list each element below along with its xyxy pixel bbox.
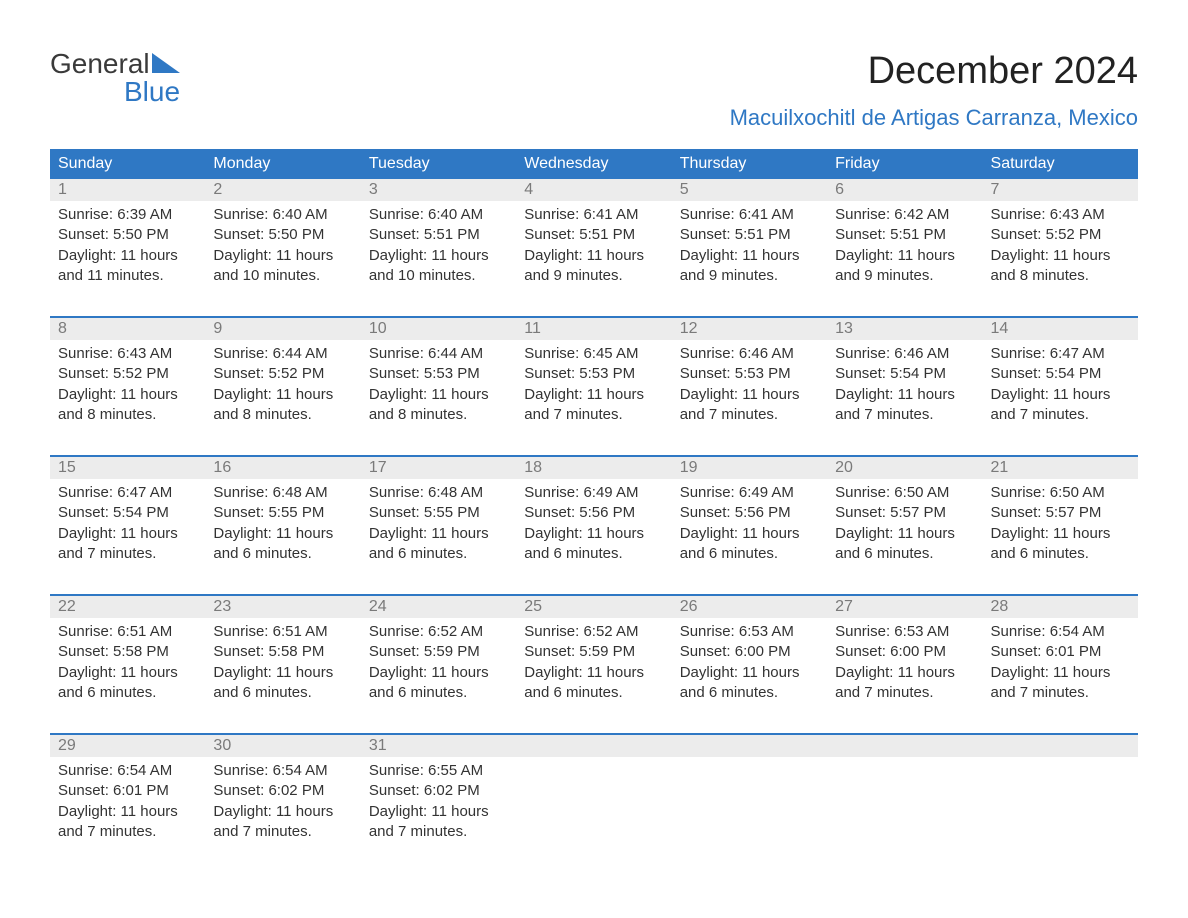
day-detail-cell — [516, 757, 671, 872]
day-number-cell: 3 — [361, 179, 516, 201]
day-detail-cell: Sunrise: 6:39 AMSunset: 5:50 PMDaylight:… — [50, 201, 205, 317]
day-detail-cell: Sunrise: 6:53 AMSunset: 6:00 PMDaylight:… — [827, 618, 982, 734]
day-number-row: 1234567 — [50, 179, 1138, 201]
day-number-row: 22232425262728 — [50, 596, 1138, 618]
day-number-cell: 15 — [50, 457, 205, 479]
day-number-cell: 18 — [516, 457, 671, 479]
day-detail-cell — [827, 757, 982, 872]
day-number-cell: 12 — [672, 318, 827, 340]
day-detail-cell: Sunrise: 6:49 AMSunset: 5:56 PMDaylight:… — [516, 479, 671, 595]
day-number-row: 293031 — [50, 735, 1138, 757]
day-detail-cell: Sunrise: 6:47 AMSunset: 5:54 PMDaylight:… — [50, 479, 205, 595]
day-detail-cell: Sunrise: 6:48 AMSunset: 5:55 PMDaylight:… — [361, 479, 516, 595]
day-detail-cell: Sunrise: 6:43 AMSunset: 5:52 PMDaylight:… — [983, 201, 1138, 317]
day-detail-cell: Sunrise: 6:51 AMSunset: 5:58 PMDaylight:… — [205, 618, 360, 734]
logo-word-general: General — [50, 50, 150, 78]
day-detail-row: Sunrise: 6:51 AMSunset: 5:58 PMDaylight:… — [50, 618, 1138, 734]
location-subtitle: Macuilxochitl de Artigas Carranza, Mexic… — [730, 105, 1138, 131]
logo: General Blue — [50, 50, 180, 106]
header: General Blue December 2024 Macuilxochitl… — [50, 50, 1138, 131]
day-number-cell: 6 — [827, 179, 982, 201]
day-number-cell — [827, 735, 982, 757]
col-wednesday: Wednesday — [516, 149, 671, 179]
day-detail-cell: Sunrise: 6:48 AMSunset: 5:55 PMDaylight:… — [205, 479, 360, 595]
page-title: December 2024 — [730, 50, 1138, 93]
day-number-row: 15161718192021 — [50, 457, 1138, 479]
calendar-table: Sunday Monday Tuesday Wednesday Thursday… — [50, 149, 1138, 872]
day-number-cell — [672, 735, 827, 757]
logo-top-row: General — [50, 50, 180, 78]
logo-triangle-icon — [152, 50, 180, 78]
day-detail-cell: Sunrise: 6:54 AMSunset: 6:01 PMDaylight:… — [983, 618, 1138, 734]
day-number-cell: 21 — [983, 457, 1138, 479]
calendar-body: 1234567Sunrise: 6:39 AMSunset: 5:50 PMDa… — [50, 179, 1138, 872]
day-number-cell: 19 — [672, 457, 827, 479]
day-number-cell: 1 — [50, 179, 205, 201]
col-monday: Monday — [205, 149, 360, 179]
logo-word-blue: Blue — [124, 78, 180, 106]
day-detail-row: Sunrise: 6:47 AMSunset: 5:54 PMDaylight:… — [50, 479, 1138, 595]
day-detail-cell: Sunrise: 6:41 AMSunset: 5:51 PMDaylight:… — [672, 201, 827, 317]
col-thursday: Thursday — [672, 149, 827, 179]
day-detail-row: Sunrise: 6:54 AMSunset: 6:01 PMDaylight:… — [50, 757, 1138, 872]
day-detail-cell: Sunrise: 6:42 AMSunset: 5:51 PMDaylight:… — [827, 201, 982, 317]
title-block: December 2024 Macuilxochitl de Artigas C… — [730, 50, 1138, 131]
day-number-cell: 22 — [50, 596, 205, 618]
day-number-cell: 23 — [205, 596, 360, 618]
day-detail-cell: Sunrise: 6:50 AMSunset: 5:57 PMDaylight:… — [827, 479, 982, 595]
day-detail-row: Sunrise: 6:43 AMSunset: 5:52 PMDaylight:… — [50, 340, 1138, 456]
col-tuesday: Tuesday — [361, 149, 516, 179]
day-number-cell: 7 — [983, 179, 1138, 201]
day-number-row: 891011121314 — [50, 318, 1138, 340]
day-detail-cell: Sunrise: 6:54 AMSunset: 6:01 PMDaylight:… — [50, 757, 205, 872]
day-number-cell: 24 — [361, 596, 516, 618]
day-number-cell — [983, 735, 1138, 757]
day-number-cell: 13 — [827, 318, 982, 340]
day-detail-cell: Sunrise: 6:44 AMSunset: 5:52 PMDaylight:… — [205, 340, 360, 456]
day-number-cell: 20 — [827, 457, 982, 479]
day-detail-cell: Sunrise: 6:55 AMSunset: 6:02 PMDaylight:… — [361, 757, 516, 872]
day-detail-cell: Sunrise: 6:51 AMSunset: 5:58 PMDaylight:… — [50, 618, 205, 734]
day-detail-cell: Sunrise: 6:40 AMSunset: 5:50 PMDaylight:… — [205, 201, 360, 317]
col-sunday: Sunday — [50, 149, 205, 179]
day-detail-cell: Sunrise: 6:47 AMSunset: 5:54 PMDaylight:… — [983, 340, 1138, 456]
day-number-cell: 8 — [50, 318, 205, 340]
day-number-cell: 16 — [205, 457, 360, 479]
day-detail-cell: Sunrise: 6:54 AMSunset: 6:02 PMDaylight:… — [205, 757, 360, 872]
day-number-cell: 4 — [516, 179, 671, 201]
day-detail-cell — [672, 757, 827, 872]
day-detail-cell: Sunrise: 6:53 AMSunset: 6:00 PMDaylight:… — [672, 618, 827, 734]
day-detail-cell: Sunrise: 6:49 AMSunset: 5:56 PMDaylight:… — [672, 479, 827, 595]
day-detail-cell: Sunrise: 6:44 AMSunset: 5:53 PMDaylight:… — [361, 340, 516, 456]
day-detail-cell: Sunrise: 6:52 AMSunset: 5:59 PMDaylight:… — [361, 618, 516, 734]
day-number-cell: 29 — [50, 735, 205, 757]
day-number-cell: 2 — [205, 179, 360, 201]
day-number-cell: 28 — [983, 596, 1138, 618]
day-detail-row: Sunrise: 6:39 AMSunset: 5:50 PMDaylight:… — [50, 201, 1138, 317]
day-detail-cell: Sunrise: 6:41 AMSunset: 5:51 PMDaylight:… — [516, 201, 671, 317]
day-number-cell: 14 — [983, 318, 1138, 340]
day-detail-cell — [983, 757, 1138, 872]
day-number-cell: 31 — [361, 735, 516, 757]
day-detail-cell: Sunrise: 6:43 AMSunset: 5:52 PMDaylight:… — [50, 340, 205, 456]
day-number-cell: 11 — [516, 318, 671, 340]
day-number-cell: 26 — [672, 596, 827, 618]
day-detail-cell: Sunrise: 6:52 AMSunset: 5:59 PMDaylight:… — [516, 618, 671, 734]
day-number-cell: 27 — [827, 596, 982, 618]
day-detail-cell: Sunrise: 6:46 AMSunset: 5:54 PMDaylight:… — [827, 340, 982, 456]
day-detail-cell: Sunrise: 6:50 AMSunset: 5:57 PMDaylight:… — [983, 479, 1138, 595]
day-number-cell: 5 — [672, 179, 827, 201]
day-number-cell: 30 — [205, 735, 360, 757]
day-detail-cell: Sunrise: 6:40 AMSunset: 5:51 PMDaylight:… — [361, 201, 516, 317]
day-detail-cell: Sunrise: 6:46 AMSunset: 5:53 PMDaylight:… — [672, 340, 827, 456]
day-number-cell: 25 — [516, 596, 671, 618]
day-number-cell: 10 — [361, 318, 516, 340]
day-number-cell: 17 — [361, 457, 516, 479]
day-number-cell: 9 — [205, 318, 360, 340]
day-detail-cell: Sunrise: 6:45 AMSunset: 5:53 PMDaylight:… — [516, 340, 671, 456]
col-saturday: Saturday — [983, 149, 1138, 179]
weekday-header-row: Sunday Monday Tuesday Wednesday Thursday… — [50, 149, 1138, 179]
day-number-cell — [516, 735, 671, 757]
col-friday: Friday — [827, 149, 982, 179]
